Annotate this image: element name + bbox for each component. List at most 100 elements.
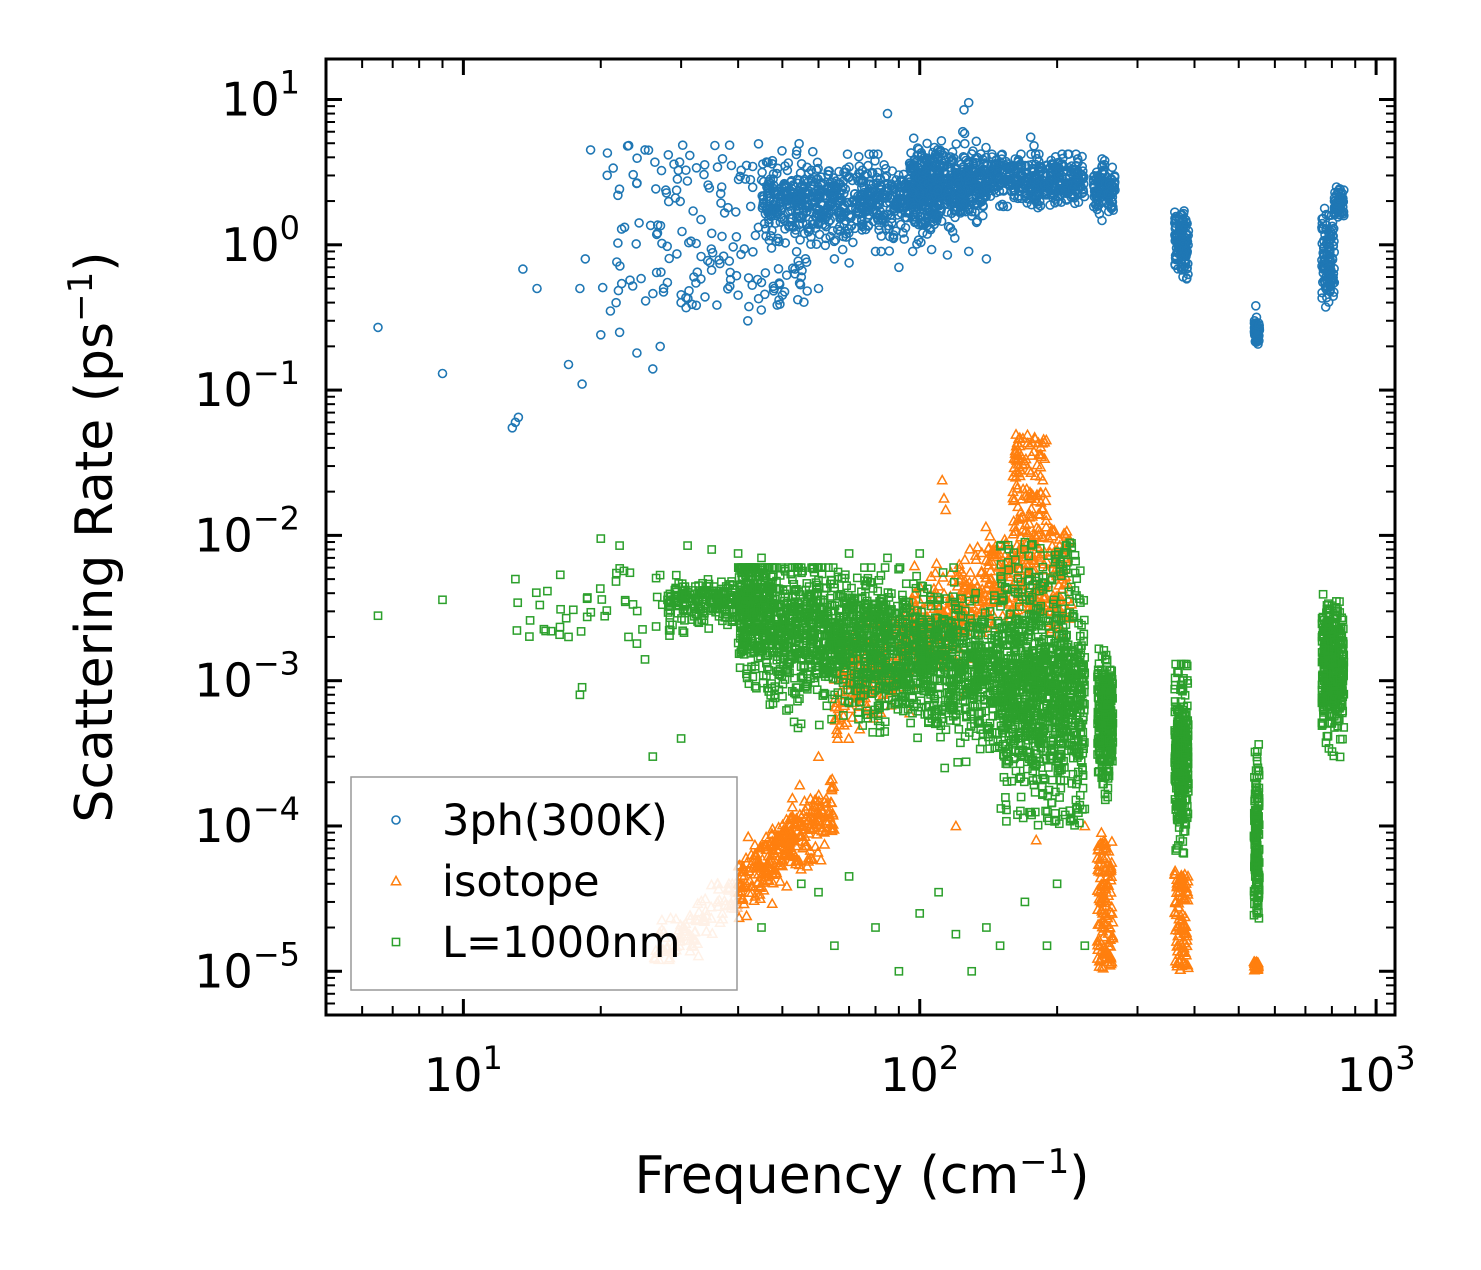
data-point bbox=[929, 142, 940, 153]
data-point bbox=[674, 157, 685, 167]
data-point bbox=[1029, 170, 1039, 181]
data-point bbox=[933, 151, 944, 161]
data-point bbox=[975, 160, 985, 170]
data-point bbox=[645, 220, 656, 231]
data-point bbox=[900, 223, 911, 233]
data-point bbox=[806, 174, 816, 184]
data-point bbox=[712, 300, 722, 310]
data-point bbox=[799, 297, 809, 308]
data-point bbox=[774, 236, 784, 247]
data-point bbox=[597, 282, 608, 293]
data-point bbox=[769, 188, 780, 199]
data-point bbox=[914, 188, 925, 198]
data-point bbox=[648, 288, 658, 299]
data-point bbox=[936, 136, 947, 146]
data-point bbox=[777, 146, 787, 156]
data-point bbox=[951, 205, 962, 216]
data-point bbox=[706, 244, 717, 254]
data-point bbox=[912, 156, 923, 166]
data-point bbox=[1027, 182, 1037, 193]
data-point bbox=[691, 238, 702, 249]
data-point bbox=[677, 226, 687, 237]
data-point bbox=[843, 172, 854, 183]
data-point bbox=[959, 138, 970, 149]
data-point bbox=[856, 189, 867, 199]
data-point bbox=[856, 178, 867, 188]
data-point bbox=[791, 149, 802, 160]
data-point bbox=[791, 146, 802, 156]
data-point bbox=[724, 281, 735, 292]
data-point bbox=[839, 208, 850, 218]
data-point bbox=[724, 140, 735, 150]
data-point bbox=[611, 297, 621, 308]
data-point bbox=[971, 136, 982, 147]
data-point bbox=[636, 273, 646, 284]
data-point bbox=[959, 128, 970, 139]
data-point bbox=[892, 198, 903, 208]
data-point bbox=[856, 182, 867, 193]
data-point bbox=[773, 263, 784, 274]
data-point bbox=[1022, 198, 1032, 208]
data-point bbox=[731, 270, 742, 281]
data-point bbox=[791, 246, 802, 257]
data-point bbox=[757, 191, 768, 201]
data-point bbox=[841, 229, 852, 239]
data-point bbox=[919, 216, 930, 226]
data-point bbox=[932, 164, 943, 175]
data-point bbox=[881, 224, 892, 234]
data-point bbox=[650, 184, 661, 194]
data-point bbox=[778, 180, 789, 190]
data-point bbox=[916, 237, 926, 248]
data-point bbox=[634, 218, 644, 228]
data-point bbox=[613, 190, 623, 201]
data-point bbox=[870, 191, 881, 202]
data-point bbox=[771, 168, 782, 179]
data-point bbox=[682, 176, 693, 186]
data-point bbox=[774, 278, 785, 288]
data-point bbox=[747, 161, 758, 172]
data-point bbox=[851, 215, 862, 225]
data-point bbox=[765, 174, 776, 184]
data-point bbox=[780, 193, 790, 203]
data-point bbox=[827, 198, 838, 209]
data-point bbox=[640, 296, 651, 306]
data-point bbox=[850, 189, 860, 199]
data-point bbox=[958, 152, 969, 162]
data-point bbox=[1057, 149, 1067, 159]
data-point bbox=[625, 275, 635, 286]
data-point bbox=[894, 189, 905, 199]
data-point bbox=[818, 211, 829, 222]
data-point bbox=[748, 247, 758, 257]
data-point bbox=[872, 167, 883, 178]
data-point bbox=[712, 162, 723, 172]
data-point bbox=[632, 153, 642, 163]
data-point bbox=[780, 238, 791, 248]
data-point bbox=[717, 154, 728, 164]
data-point bbox=[949, 233, 960, 243]
series-3ph-300k- bbox=[373, 97, 1349, 433]
data-point bbox=[743, 273, 754, 283]
data-point bbox=[807, 176, 818, 187]
data-point bbox=[866, 198, 876, 209]
data-point bbox=[864, 149, 874, 159]
data-point bbox=[663, 150, 674, 160]
data-point bbox=[786, 205, 797, 215]
data-point bbox=[875, 206, 886, 217]
data-point bbox=[960, 172, 971, 182]
data-point bbox=[683, 293, 693, 304]
data-point bbox=[716, 198, 726, 208]
data-point bbox=[827, 192, 837, 203]
data-point bbox=[760, 268, 771, 278]
data-point bbox=[795, 235, 805, 245]
data-point bbox=[990, 158, 1001, 169]
data-point bbox=[776, 205, 786, 216]
data-point bbox=[717, 231, 727, 242]
data-point bbox=[664, 253, 675, 264]
data-point bbox=[677, 140, 688, 150]
data-point bbox=[602, 170, 613, 181]
data-point bbox=[656, 165, 667, 176]
data-point bbox=[854, 161, 865, 171]
data-point bbox=[760, 209, 771, 219]
data-point bbox=[820, 233, 831, 244]
data-point bbox=[831, 176, 841, 186]
